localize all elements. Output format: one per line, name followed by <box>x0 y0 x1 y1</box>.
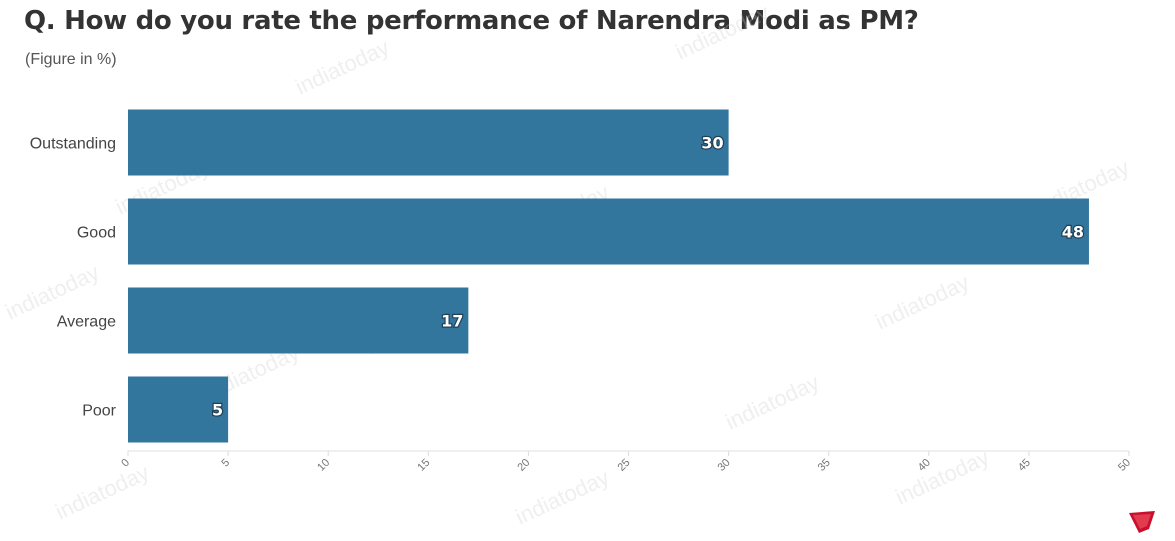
chart-subtitle: (Figure in %) <box>25 51 117 68</box>
category-label: Good <box>77 225 116 242</box>
data-label: 5 <box>212 401 223 420</box>
watermark-text: indiatoday <box>872 269 973 334</box>
x-tick-label: 15 <box>415 457 432 474</box>
bar <box>128 109 729 176</box>
bar <box>128 376 229 443</box>
bar <box>128 198 1089 265</box>
bar <box>128 287 469 354</box>
watermark-text: indiatoday <box>512 464 613 529</box>
x-tick-label: 5 <box>219 457 232 470</box>
x-tick-label: 50 <box>1116 457 1133 474</box>
watermark-text: indiatoday <box>722 369 823 434</box>
x-tick-label: 45 <box>1016 457 1033 474</box>
x-tick-label: 25 <box>615 457 632 474</box>
x-tick-label: 20 <box>515 457 532 474</box>
chart-title: Q. How do you rate the performance of Na… <box>24 6 919 36</box>
category-label: Outstanding <box>30 136 116 153</box>
category-label: Average <box>57 314 116 331</box>
bars-group: Outstanding 30 Good 48 Average 17 Poor 5 <box>30 109 1089 443</box>
data-label: 17 <box>441 312 463 331</box>
watermark-text: indiatoday <box>892 444 993 509</box>
india-today-logo <box>1129 511 1155 533</box>
data-label: 30 <box>701 134 723 153</box>
x-tick-label: 10 <box>315 457 332 474</box>
data-label: 48 <box>1062 223 1084 242</box>
category-label: Poor <box>82 403 116 420</box>
watermark-text: indiatoday <box>52 459 153 524</box>
x-tick-label: 35 <box>816 457 833 474</box>
watermark-text: indiatoday <box>292 34 393 99</box>
watermark-text: indiatoday <box>672 0 773 65</box>
x-tick-label: 30 <box>716 457 733 474</box>
watermark-layer: indiatoday indiatoday indiatoday indiatoday… <box>2 0 1133 530</box>
